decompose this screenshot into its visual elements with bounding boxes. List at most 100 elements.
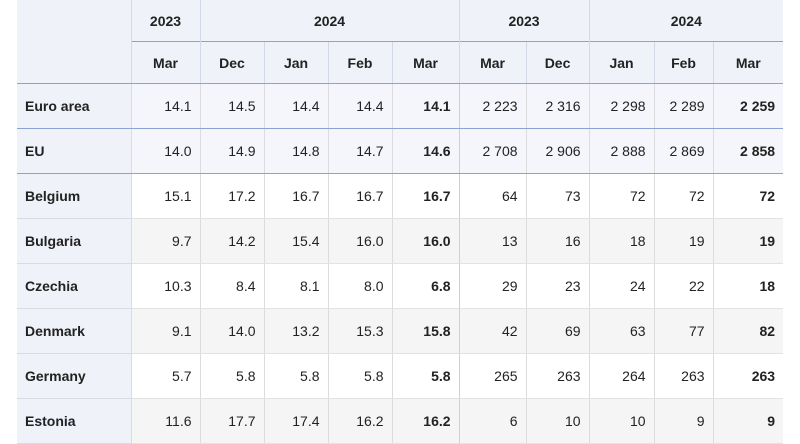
value-cell: 5.7 (130, 353, 200, 399)
year-header: 2024 (199, 0, 460, 42)
month-header: Dec (525, 41, 590, 84)
value-cell: 16.7 (263, 173, 328, 219)
value-cell: 14.0 (199, 308, 264, 354)
value-cell: 2 223 (458, 83, 527, 129)
country-name: Euro area (17, 83, 131, 129)
value-cell: 72 (588, 173, 655, 219)
value-cell: 9.7 (130, 218, 200, 264)
value-cell: 72 (712, 173, 784, 219)
value-cell: 6.8 (391, 263, 460, 309)
value-cell: 14.4 (327, 83, 392, 129)
table-row: Denmark 9.1 14.0 13.2 15.3 15.8 42 69 63 77 82 (17, 308, 784, 354)
value-cell: 17.4 (263, 398, 328, 444)
month-header: Mar (130, 41, 200, 84)
value-cell: 10 (525, 398, 590, 444)
value-cell: 2 888 (588, 128, 655, 174)
value-cell: 22 (653, 263, 714, 309)
value-cell: 5.8 (263, 353, 328, 399)
year-header: 2023 (458, 0, 590, 42)
value-cell: 13.2 (263, 308, 328, 354)
value-cell: 24 (588, 263, 655, 309)
value-cell: 19 (653, 218, 714, 264)
month-header: Jan (588, 41, 655, 84)
value-cell: 2 316 (525, 83, 590, 129)
value-cell: 14.7 (327, 128, 392, 174)
value-cell: 2 289 (653, 83, 714, 129)
value-cell: 263 (525, 353, 590, 399)
value-cell: 8.0 (327, 263, 392, 309)
table-row: Estonia 11.6 17.7 17.4 16.2 16.2 6 10 10 9 9 (17, 398, 784, 444)
country-name: Denmark (17, 308, 131, 354)
value-cell: 9.1 (130, 308, 200, 354)
value-cell: 2 869 (653, 128, 714, 174)
value-cell: 13 (458, 218, 527, 264)
value-cell: 23 (525, 263, 590, 309)
value-cell: 42 (458, 308, 527, 354)
value-cell: 11.6 (130, 398, 200, 444)
table-row: Belgium 15.1 17.2 16.7 16.7 16.7 64 73 72 72 72 (17, 173, 784, 219)
value-cell: 15.8 (391, 308, 460, 354)
value-cell: 17.2 (199, 173, 264, 219)
country-name: Czechia (17, 263, 131, 309)
table-row: EU 14.0 14.9 14.8 14.7 14.6 2 708 2 906 2 888 2 8… (17, 128, 784, 174)
value-cell: 2 906 (525, 128, 590, 174)
value-cell: 5.8 (199, 353, 264, 399)
value-cell: 69 (525, 308, 590, 354)
month-header: Jan (263, 41, 328, 84)
value-cell: 14.0 (130, 128, 200, 174)
value-cell: 77 (653, 308, 714, 354)
value-cell: 5.8 (391, 353, 460, 399)
value-cell: 2 298 (588, 83, 655, 129)
value-cell: 14.6 (391, 128, 460, 174)
corner-cell (17, 0, 131, 84)
value-cell: 16.7 (391, 173, 460, 219)
value-cell: 18 (588, 218, 655, 264)
value-cell: 72 (653, 173, 714, 219)
value-cell: 264 (588, 353, 655, 399)
country-name: Belgium (17, 173, 131, 219)
data-table-container: 2023 2024 2023 2024 Mar Dec Jan Feb Mar … (17, 0, 784, 444)
value-cell: 16.7 (327, 173, 392, 219)
value-cell: 17.7 (199, 398, 264, 444)
value-cell: 15.1 (130, 173, 200, 219)
value-cell: 2 708 (458, 128, 527, 174)
table-row: Germany 5.7 5.8 5.8 5.8 5.8 265 263 264 263 263 (17, 353, 784, 399)
value-cell: 8.4 (199, 263, 264, 309)
value-cell: 6 (458, 398, 527, 444)
country-name: EU (17, 128, 131, 174)
country-name: Estonia (17, 398, 131, 444)
month-header: Mar (458, 41, 527, 84)
value-cell: 15.4 (263, 218, 328, 264)
value-cell: 9 (653, 398, 714, 444)
year-header: 2023 (130, 0, 200, 42)
value-cell: 265 (458, 353, 527, 399)
value-cell: 14.9 (199, 128, 264, 174)
value-cell: 16.2 (327, 398, 392, 444)
value-cell: 14.8 (263, 128, 328, 174)
value-cell: 5.8 (327, 353, 392, 399)
value-cell: 73 (525, 173, 590, 219)
value-cell: 19 (712, 218, 784, 264)
month-header: Dec (199, 41, 264, 84)
year-header-row: 2023 2024 2023 2024 (17, 0, 784, 84)
month-header: Feb (653, 41, 714, 84)
value-cell: 16.0 (391, 218, 460, 264)
month-header: Mar (712, 41, 784, 84)
table-row: Czechia 10.3 8.4 8.1 8.0 6.8 29 23 24 22 18 (17, 263, 784, 309)
value-cell: 64 (458, 173, 527, 219)
table-body: Euro area 14.1 14.5 14.4 14.4 14.1 2 223 2 316 2… (17, 83, 784, 444)
country-name: Bulgaria (17, 218, 131, 264)
value-cell: 16 (525, 218, 590, 264)
value-cell: 82 (712, 308, 784, 354)
unemployment-table: 2023 2024 2023 2024 Mar Dec Jan Feb Mar … (17, 0, 784, 444)
value-cell: 14.1 (130, 83, 200, 129)
value-cell: 263 (653, 353, 714, 399)
table-row: Bulgaria 9.7 14.2 15.4 16.0 16.0 13 16 18 19 19 (17, 218, 784, 264)
value-cell: 14.5 (199, 83, 264, 129)
year-header: 2024 (588, 0, 784, 42)
value-cell: 29 (458, 263, 527, 309)
value-cell: 18 (712, 263, 784, 309)
month-header: Mar (391, 41, 460, 84)
value-cell: 14.1 (391, 83, 460, 129)
country-name: Germany (17, 353, 131, 399)
